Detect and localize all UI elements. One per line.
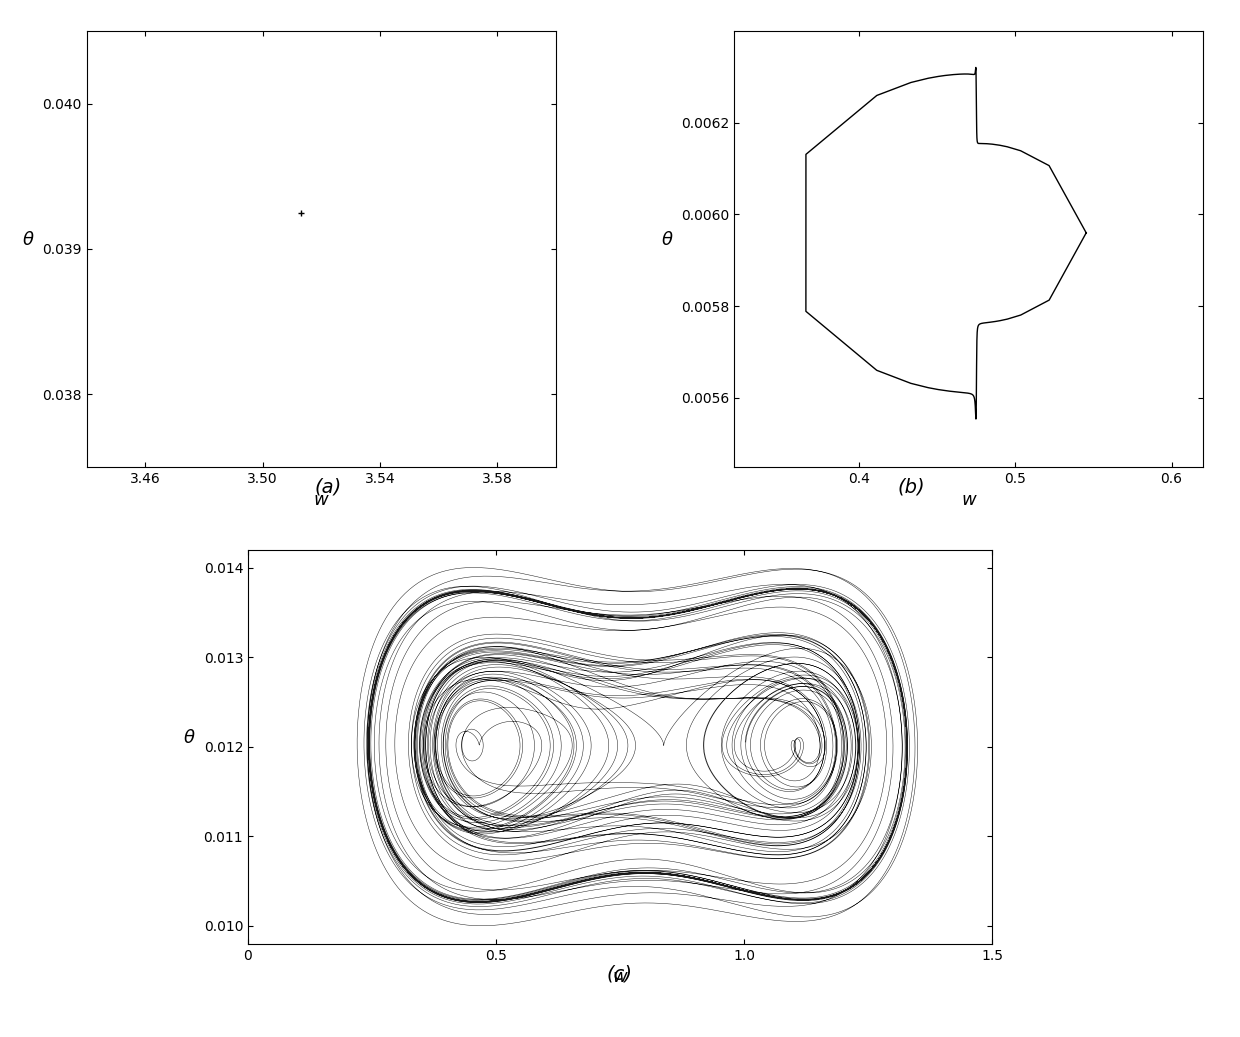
- X-axis label: w: w: [613, 969, 627, 986]
- Text: (b): (b): [898, 478, 925, 497]
- Y-axis label: θ: θ: [24, 231, 33, 249]
- Y-axis label: θ: θ: [184, 729, 195, 747]
- Text: (a): (a): [315, 478, 342, 497]
- Y-axis label: θ: θ: [661, 231, 672, 249]
- X-axis label: w: w: [961, 492, 976, 509]
- Text: (c): (c): [608, 965, 632, 984]
- X-axis label: w: w: [314, 492, 329, 509]
